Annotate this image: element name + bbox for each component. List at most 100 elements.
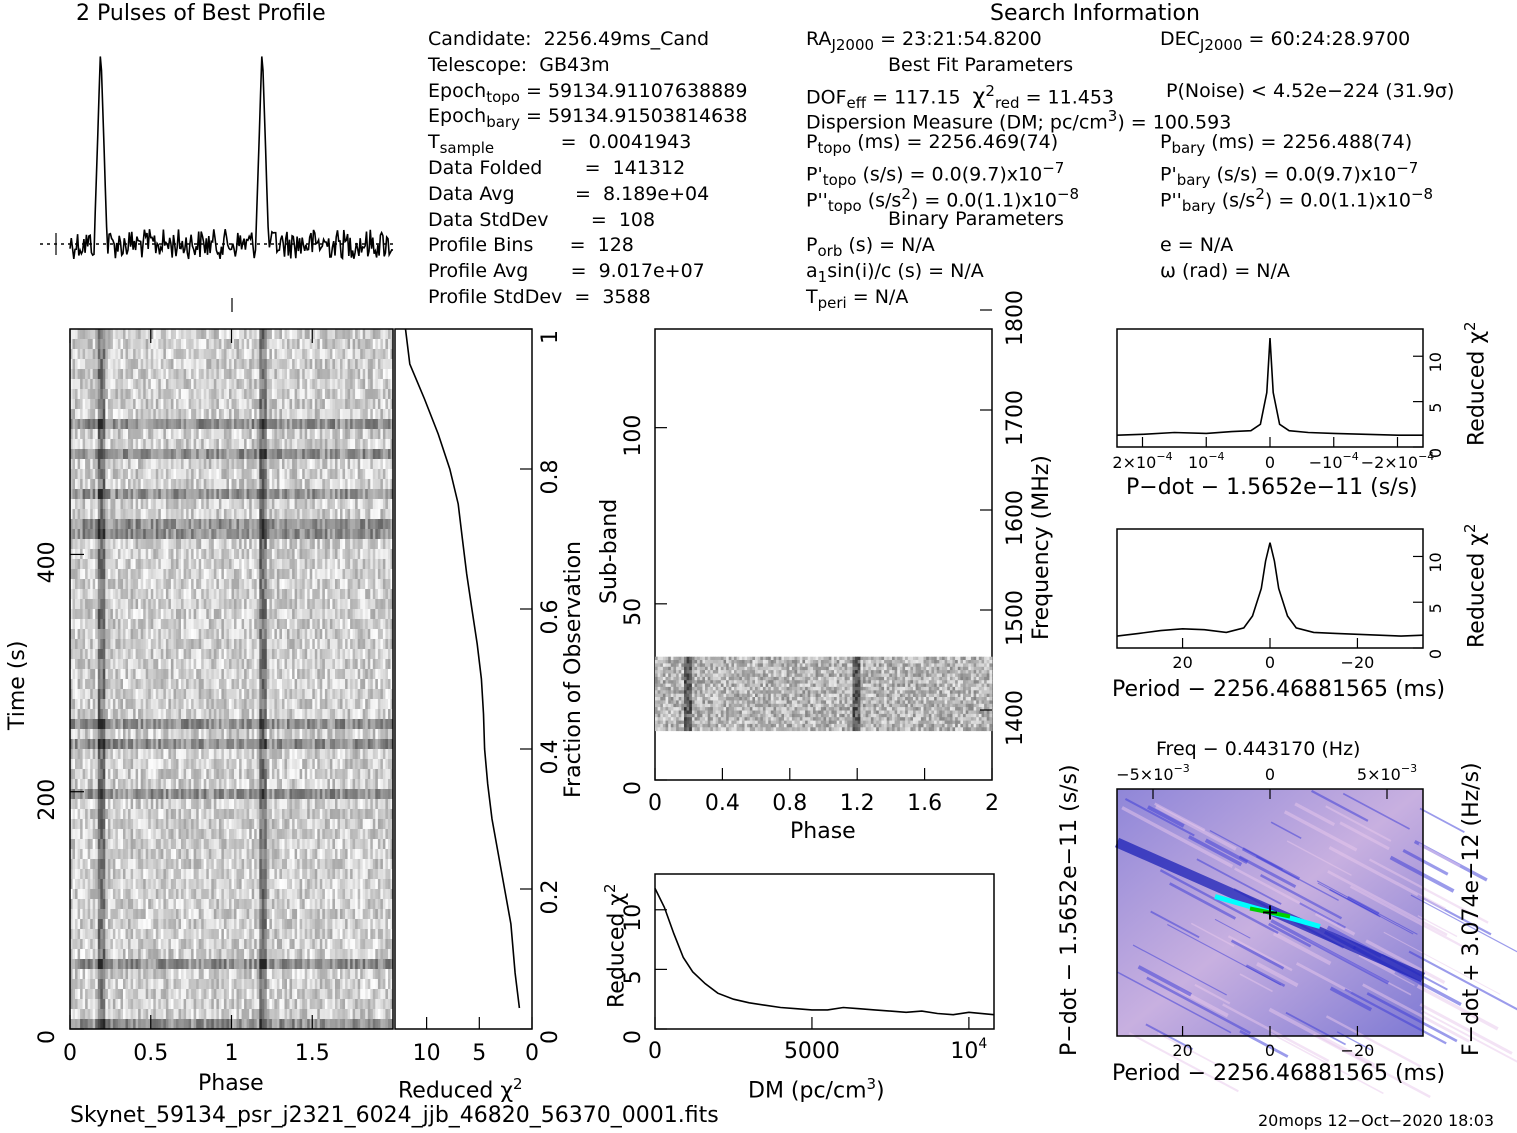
pp-period-tick-label: 20 <box>1172 1041 1192 1060</box>
dm-chi-frame <box>654 873 995 1030</box>
pulse-profile-line <box>69 56 394 261</box>
pdot-chi-ytick-label: 10 <box>1426 352 1445 372</box>
subband-heatmap <box>655 656 993 732</box>
pdot-tick-exponent: −4 <box>1418 450 1434 463</box>
pbary-line: Pbary (ms) = 2256.488(74) <box>1160 131 1413 157</box>
dm-axis-label: DM (pc/cm3) <box>748 1075 885 1104</box>
timestamp: 20mops 12−Oct−2020 18:03 <box>1258 1111 1495 1130</box>
dm-chi-ytick-label: 5 <box>621 970 646 984</box>
chi-tick-label: 10 <box>413 1041 441 1066</box>
dm-tick-label: 104 <box>950 1036 987 1064</box>
info-row: Profile Avg = 9.017e+07 <box>428 260 705 283</box>
reduced-chi-label-left: Reduced χ2 <box>398 1075 523 1104</box>
time-tick-label: 200 <box>35 779 60 821</box>
frequency-axis-label: Frequency (MHz) <box>1029 455 1054 640</box>
best-fit-title: Best Fit Parameters <box>888 54 1074 76</box>
search-info-title: Search Information <box>990 1 1200 26</box>
time-phase-heatmap <box>70 329 394 1030</box>
pdot-topo-line: P'topo (s/s) = 0.0(9.7)x10−7 <box>806 159 1065 190</box>
dm-tick-label: 0 <box>648 1039 662 1064</box>
phase-tick-label: 0.5 <box>133 1041 168 1066</box>
info-row: Telescope: GB43m <box>428 53 610 76</box>
fraction-tick-label: 0 <box>538 1030 563 1044</box>
pdot-tick-label: 10−4 <box>1188 450 1225 472</box>
freq-tick-label: 1800 <box>1003 290 1028 346</box>
fraction-tick-label: 1 <box>538 330 563 344</box>
eccentricity-line: e = N/A <box>1160 234 1234 256</box>
fraction-tick-label: 0.4 <box>538 740 563 775</box>
period-pdot-streaks <box>1117 789 1517 1099</box>
sb-phase-tick-label: 0.8 <box>772 791 807 816</box>
pdot-tick-exponent: −4 <box>1208 450 1224 463</box>
pddot-bary-line: P''bary (s/s2) = 0.0(1.1)x10−8 <box>1160 185 1434 216</box>
period-chi-ytick-label: 0 <box>1426 649 1445 659</box>
info-row: Data StdDev = 108 <box>428 208 656 231</box>
fdot-plane-ylabel: F−dot + 3.074e−12 (Hz/s) <box>1459 762 1484 1056</box>
time-tick-label: 400 <box>35 541 60 583</box>
subband-axis-label: Sub-band <box>597 498 622 604</box>
pdot-chi-line <box>1116 338 1423 437</box>
sb-phase-tick-label: 0 <box>648 791 662 816</box>
dm-tick-label: 5000 <box>784 1039 840 1064</box>
pp-freq-tick-label: 5×10−3 <box>1357 762 1417 784</box>
pdot-tick-exponent: −4 <box>1343 450 1359 463</box>
period-chi-line <box>1116 542 1424 637</box>
freq-tick-label: 1400 <box>1003 690 1028 746</box>
subband-tick-label: 100 <box>621 415 646 457</box>
pp-freq-tick-exponent: −3 <box>1174 762 1190 775</box>
period-chi-ylabel: Reduced χ2 <box>1461 523 1490 648</box>
pdot-bary-line: P'bary (s/s) = 0.0(9.7)x10−7 <box>1160 159 1419 190</box>
freq-tick-label: 1500 <box>1003 590 1028 646</box>
subband-tick-label: 0 <box>621 781 646 795</box>
pp-freq-tick-exponent: −3 <box>1401 762 1417 775</box>
pdot-tick-label: 0 <box>1265 453 1275 472</box>
freq-tick-label: 1600 <box>1003 490 1028 546</box>
pdot-chi-ytick-label: 0 <box>1426 448 1445 458</box>
period-tick-label: −20 <box>1341 653 1375 672</box>
ra-line: RAJ2000 = 23:21:54.8200 <box>806 28 1042 54</box>
pddot-topo-line: P''topo (s/s2) = 0.0(1.1)x10−8 <box>806 185 1080 216</box>
pdot-tick-label: −10−4 <box>1309 450 1359 472</box>
fraction-tick-label: 0.2 <box>538 880 563 915</box>
sb-phase-tick-label: 0.4 <box>705 791 740 816</box>
pdot-tick-label: 2×10−4 <box>1112 450 1172 472</box>
phase-tick-label: 0 <box>63 1041 77 1066</box>
period-tick-label: 20 <box>1172 653 1192 672</box>
porb-line: Porb (s) = N/A <box>806 234 935 260</box>
freq-tick-label: 1700 <box>1003 390 1028 446</box>
subband-tick-label: 50 <box>621 598 646 626</box>
pp-period-tick-label: −20 <box>1341 1041 1375 1060</box>
dm-chi-ytick-label: 0 <box>621 1030 646 1044</box>
sb-phase-tick-label: 2 <box>985 791 999 816</box>
info-row: Epochbary = 59134.91503814638 <box>428 105 748 132</box>
dm-chi-ytick-label: 10 <box>621 904 646 932</box>
sb-phase-tick-label: 1.2 <box>840 791 875 816</box>
period-chi-ytick-label: 10 <box>1426 552 1445 572</box>
pp-freq-tick-label: −5×10−3 <box>1116 762 1190 784</box>
sb-phase-tick-label: 1.6 <box>907 791 942 816</box>
a1sini-line: a1sin(i)/c (s) = N/A <box>806 260 984 286</box>
info-row: Data Folded = 141312 <box>428 157 686 179</box>
period-chi-ytick-label: 5 <box>1426 603 1445 613</box>
phase-axis-label-left: Phase <box>198 1071 264 1096</box>
time-tick-label: 0 <box>35 1030 60 1044</box>
pdot-plane-ylabel: P−dot − 1.5652e−11 (s/s) <box>1057 764 1082 1056</box>
pnoise-line: P(Noise) < 4.52e−224 (31.9σ) <box>1166 80 1455 102</box>
info-row: Data Avg = 8.189e+04 <box>428 182 710 205</box>
dec-line: DECJ2000 = 60:24:28.9700 <box>1160 28 1411 54</box>
ptopo-line: Ptopo (ms) = 2256.469(74) <box>806 131 1059 157</box>
fraction-tick-label: 0.8 <box>538 460 563 495</box>
subband-frame <box>654 328 993 781</box>
fraction-axis-label: Fraction of Observation <box>561 541 586 798</box>
period-tick-label: 0 <box>1265 653 1275 672</box>
period-axis-label: Period − 2256.46881565 (ms) <box>1112 677 1446 702</box>
time-chi-frame <box>394 328 533 1030</box>
dm-chi-line <box>654 887 995 1016</box>
time-chi-line <box>404 328 521 1009</box>
dm-tick-exponent: 4 <box>978 1036 987 1052</box>
time-axis-label: Time (s) <box>5 640 30 730</box>
pdot-axis-label: P−dot − 1.5652e−11 (s/s) <box>1126 475 1418 500</box>
tperi-line: Tperi = N/A <box>806 286 909 312</box>
fits-filename: Skynet_59134_psr_j2321_6024_jjb_46820_56… <box>70 1103 719 1128</box>
info-row: Tsample = 0.0041943 <box>428 131 692 157</box>
